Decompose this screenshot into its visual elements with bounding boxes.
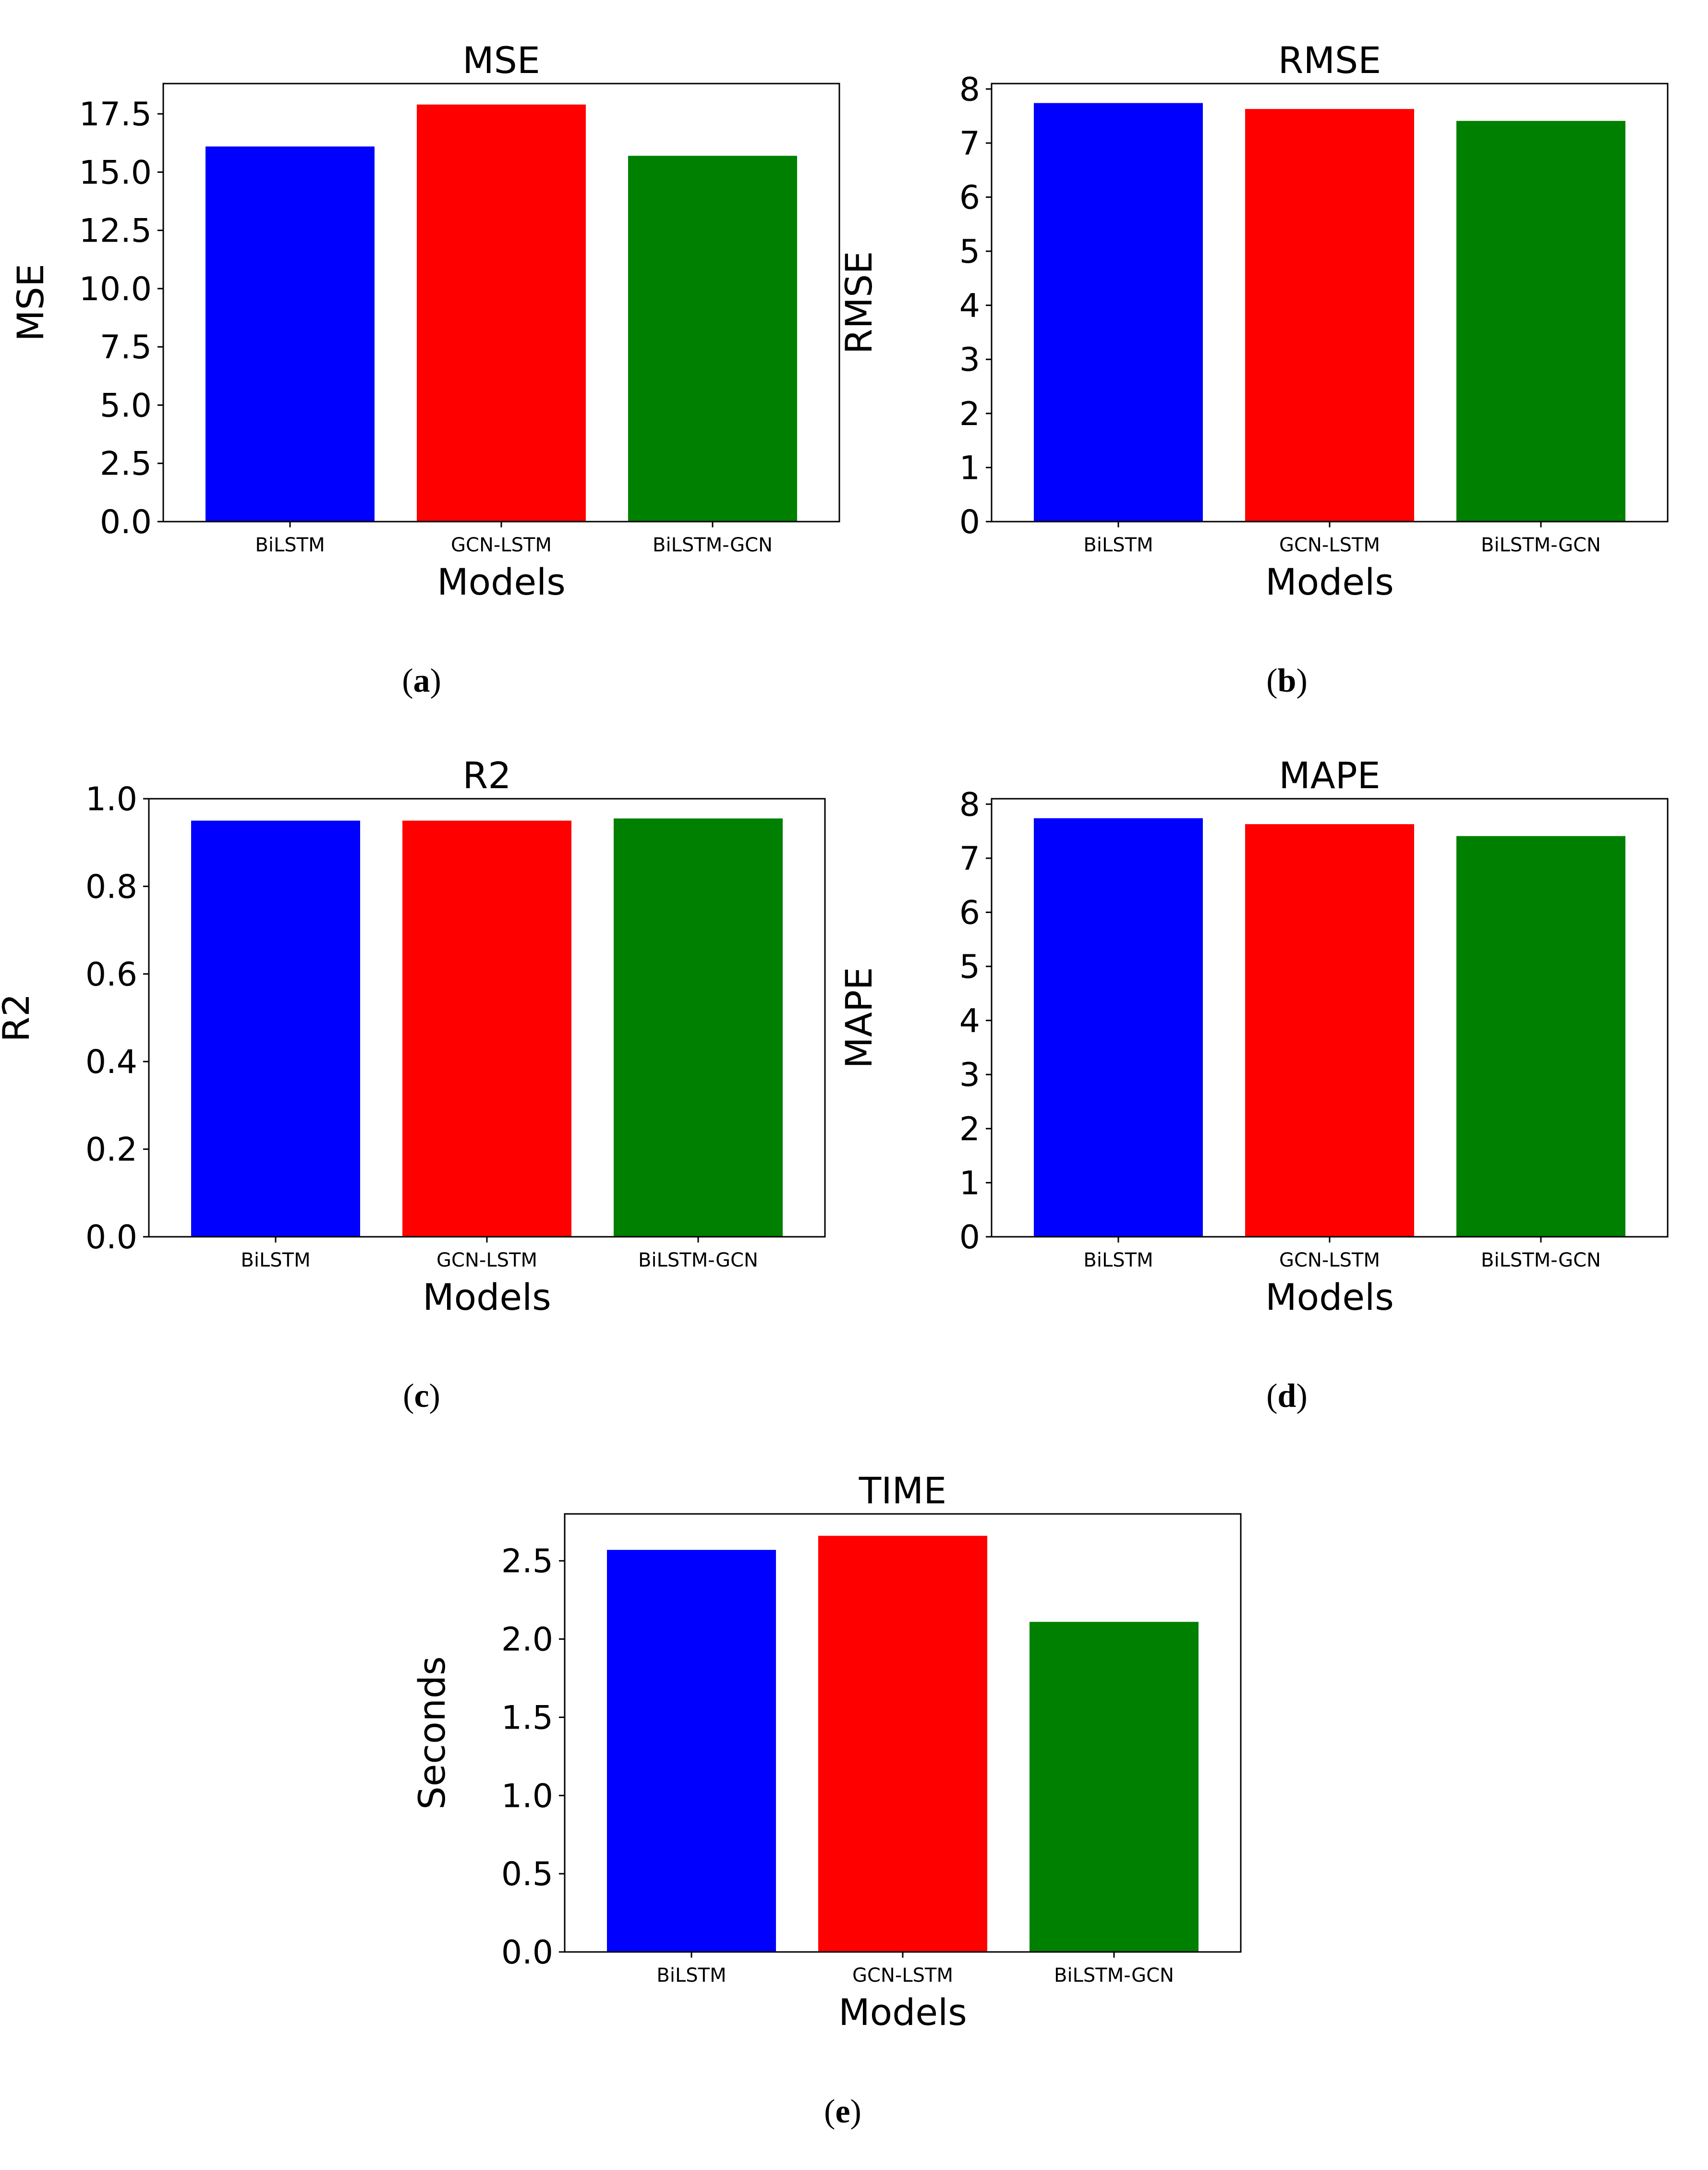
x-tick-label: BiLSTM — [241, 1249, 310, 1271]
y-tick-label: 0.6 — [85, 956, 137, 994]
x-tick-label: GCN-LSTM — [852, 1964, 953, 1987]
chart-title: MAPE — [1279, 754, 1380, 797]
axes-frame — [991, 798, 1669, 1238]
bar-b-bilstm-gcn — [1456, 121, 1625, 522]
y-tick-label: 5.0 — [100, 387, 152, 425]
y-tick-label: 5 — [959, 233, 980, 271]
x-tick-label: BiLSTM — [1083, 1249, 1153, 1271]
chart-title: R2 — [462, 754, 511, 797]
y-tick-label: 7.5 — [100, 329, 152, 366]
x-tick-label: BiLSTM — [1083, 534, 1153, 556]
chart-title: TIME — [859, 1469, 946, 1512]
x-axis-label: Models — [423, 1276, 551, 1318]
y-axis-label: R2 — [0, 993, 37, 1042]
y-tick-label: 10.0 — [79, 270, 152, 308]
bar-d-bilstm-gcn — [1456, 836, 1625, 1237]
caption-a: (a) — [402, 662, 441, 699]
caption-b: (b) — [1266, 662, 1308, 699]
x-tick-label: GCN-LSTM — [1279, 534, 1380, 556]
x-tick-label: GCN-LSTM — [451, 534, 552, 556]
y-tick-label: 3 — [959, 341, 980, 379]
caption-e: (e) — [824, 2093, 861, 2130]
y-tick-label: 0 — [959, 1219, 980, 1256]
x-axis-label: Models — [1265, 561, 1394, 603]
bar-c-gcn-lstm — [402, 820, 571, 1237]
bar-b-gcn-lstm — [1245, 109, 1414, 522]
bar-d-bilstm — [1034, 818, 1203, 1237]
bar-e-gcn-lstm — [818, 1536, 987, 1952]
y-tick-label: 8 — [959, 71, 980, 109]
caption-d: (d) — [1266, 1378, 1308, 1414]
axes-frame — [148, 798, 826, 1238]
bar-c-bilstm-gcn — [614, 818, 783, 1237]
x-tick-label: GCN-LSTM — [436, 1249, 537, 1271]
y-tick-label: 8 — [959, 786, 980, 824]
x-tick-label: BiLSTM-GCN — [638, 1249, 758, 1271]
caption-c: (c) — [403, 1378, 440, 1414]
bar-a-bilstm-gcn — [628, 156, 797, 522]
y-tick-label: 2.5 — [100, 445, 152, 483]
y-tick-label: 0.2 — [85, 1131, 137, 1169]
x-tick-label: BiLSTM-GCN — [653, 534, 773, 556]
y-tick-label: 2 — [959, 1110, 980, 1148]
bar-b-bilstm — [1034, 103, 1203, 522]
y-tick-label: 0.8 — [85, 868, 137, 906]
bar-a-gcn-lstm — [417, 104, 586, 522]
y-tick-label: 2.0 — [501, 1621, 553, 1659]
y-tick-label: 1 — [959, 449, 980, 487]
x-axis-label: Models — [1265, 1276, 1394, 1318]
y-tick-label: 4 — [959, 287, 980, 325]
x-axis-label: Models — [437, 561, 566, 603]
y-tick-label: 0.0 — [85, 1219, 137, 1256]
y-tick-label: 12.5 — [79, 212, 152, 250]
y-tick-label: 4 — [959, 1002, 980, 1040]
y-tick-label: 6 — [959, 894, 980, 932]
axes-frame — [162, 83, 840, 523]
x-tick-label: GCN-LSTM — [1279, 1249, 1380, 1271]
y-tick-label: 2 — [959, 395, 980, 433]
y-axis-label: MAPE — [837, 967, 880, 1068]
bar-c-bilstm — [191, 820, 360, 1237]
x-tick-label: BiLSTM — [656, 1964, 726, 1987]
chart-title: MSE — [462, 39, 540, 82]
chart-title: RMSE — [1278, 39, 1381, 82]
y-tick-label: 0.0 — [501, 1934, 553, 1972]
x-tick-label: BiLSTM-GCN — [1481, 1249, 1601, 1271]
y-tick-label: 1.5 — [501, 1699, 553, 1737]
bar-e-bilstm — [607, 1549, 776, 1952]
bar-e-bilstm-gcn — [1030, 1621, 1199, 1952]
x-tick-label: BiLSTM-GCN — [1054, 1964, 1174, 1987]
x-axis-label: Models — [838, 1991, 967, 2034]
y-axis-label: MSE — [9, 264, 52, 341]
y-tick-label: 0.0 — [100, 503, 152, 541]
y-tick-label: 2.5 — [501, 1543, 553, 1581]
y-tick-label: 17.5 — [79, 96, 152, 134]
y-tick-label: 0.4 — [85, 1043, 137, 1081]
y-tick-label: 1.0 — [501, 1777, 553, 1815]
y-tick-label: 1.0 — [85, 780, 137, 818]
x-tick-label: BiLSTM-GCN — [1481, 534, 1601, 556]
bar-a-bilstm — [206, 146, 375, 522]
y-axis-label: RMSE — [837, 251, 880, 354]
axes-frame — [564, 1513, 1242, 1953]
y-tick-label: 6 — [959, 179, 980, 217]
y-axis-label: Seconds — [411, 1656, 453, 1809]
x-tick-label: BiLSTM — [255, 534, 325, 556]
y-tick-label: 3 — [959, 1056, 980, 1094]
y-tick-label: 0.5 — [501, 1855, 553, 1893]
y-tick-label: 7 — [959, 125, 980, 163]
y-tick-label: 15.0 — [79, 154, 152, 192]
y-tick-label: 5 — [959, 948, 980, 986]
y-tick-label: 7 — [959, 840, 980, 878]
bar-d-gcn-lstm — [1245, 824, 1414, 1237]
axes-frame — [991, 83, 1669, 523]
y-tick-label: 1 — [959, 1164, 980, 1202]
y-tick-label: 0 — [959, 503, 980, 541]
